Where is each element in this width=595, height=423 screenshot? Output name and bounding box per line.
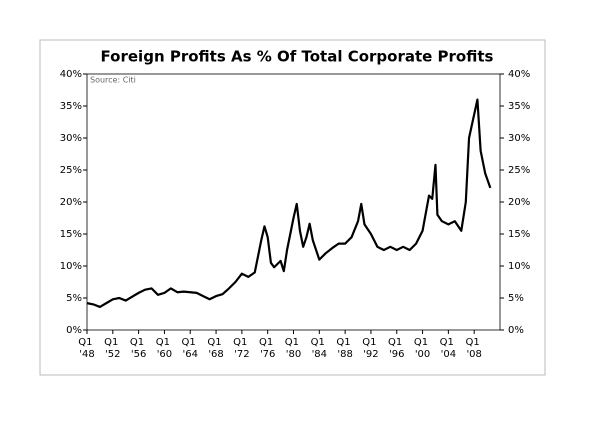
- y-tick-label: 5%: [66, 293, 82, 304]
- y2-tick-label: 15%: [508, 229, 530, 240]
- x-tick-label: Q1 '92: [362, 337, 379, 360]
- x-tick-label: Q1 '84: [311, 337, 328, 360]
- x-tick-label: Q1 '72: [233, 337, 250, 360]
- x-tick-label: Q1 '80: [285, 337, 302, 360]
- y2-tick-label: 0%: [508, 325, 524, 336]
- x-tick-label: Q1 '56: [130, 337, 147, 360]
- x-tick-label: Q1 '76: [259, 337, 276, 360]
- x-tick-label: Q1 '48: [78, 337, 95, 360]
- x-tick-label: Q1 '68: [207, 337, 224, 360]
- y2-tick-label: 40%: [508, 69, 530, 80]
- y2-tick-label: 35%: [508, 101, 530, 112]
- x-tick-label: Q1 '00: [414, 337, 431, 360]
- y2-tick-label: 5%: [508, 293, 524, 304]
- chart-title: Foreign Profits As % Of Total Corporate …: [101, 48, 494, 66]
- y-tick-label: 10%: [60, 261, 82, 272]
- plot-frame: [86, 73, 501, 331]
- chart-border: [39, 39, 546, 376]
- source-note: Source: Citi: [90, 76, 136, 85]
- y-tick-label: 40%: [60, 69, 82, 80]
- y-tick-label: 35%: [60, 101, 82, 112]
- x-tick-label: Q1 '96: [388, 337, 405, 360]
- x-tick-label: Q1 '04: [440, 337, 457, 360]
- y2-tick-label: 10%: [508, 261, 530, 272]
- y-tick-label: 20%: [60, 197, 82, 208]
- y-tick-label: 25%: [60, 165, 82, 176]
- y-tick-label: 30%: [60, 133, 82, 144]
- x-tick-label: Q1 '88: [336, 337, 353, 360]
- x-tick-label: Q1 '64: [182, 337, 199, 360]
- y-tick-label: 15%: [60, 229, 82, 240]
- x-tick-label: Q1 '60: [156, 337, 173, 360]
- y2-tick-label: 20%: [508, 197, 530, 208]
- x-tick-label: Q1 '52: [104, 337, 121, 360]
- y2-tick-label: 30%: [508, 133, 530, 144]
- y2-tick-label: 25%: [508, 165, 530, 176]
- data-line: [86, 98, 492, 309]
- x-tick-label: Q1 '08: [465, 337, 482, 360]
- y-tick-label: 0%: [66, 325, 82, 336]
